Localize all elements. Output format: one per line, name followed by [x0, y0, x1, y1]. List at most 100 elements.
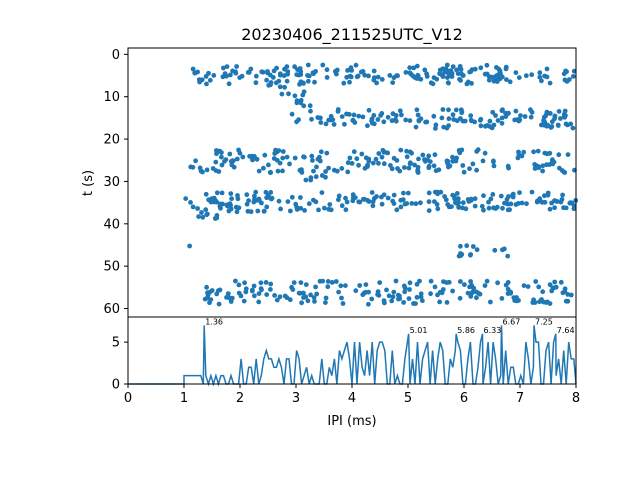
scatter-point: [300, 80, 306, 86]
scatter-point: [299, 300, 304, 306]
scatter-point: [528, 114, 534, 120]
scatter-point: [276, 78, 282, 84]
scatter-point: [276, 198, 282, 204]
scatter-point: [536, 284, 542, 290]
scatter-point: [193, 158, 199, 164]
scatter-point: [345, 68, 350, 73]
scatter-point: [196, 214, 202, 220]
scatter-point: [285, 199, 291, 205]
scatter-point: [323, 121, 329, 127]
scatter-point: [446, 107, 451, 113]
scatter-point: [360, 292, 366, 298]
scatter-point: [318, 149, 324, 155]
scatter-point: [211, 73, 217, 78]
scatter-point: [277, 160, 283, 166]
scatter-point: [390, 294, 396, 300]
scatter-point: [474, 247, 480, 253]
scatter-point: [544, 66, 550, 72]
scatter-point: [550, 161, 556, 167]
scatter-point: [217, 148, 223, 154]
scatter-point: [240, 154, 246, 160]
scatter-point: [356, 162, 361, 168]
scatter-point: [325, 284, 331, 290]
scatter-point: [347, 79, 352, 85]
scatter-point: [375, 117, 381, 122]
scatter-point: [545, 299, 550, 305]
scatter-point: [428, 278, 434, 284]
peak-label: 6.33: [484, 326, 502, 335]
scatter-point: [344, 111, 349, 117]
scatter-point: [356, 113, 362, 119]
scatter-point: [314, 291, 320, 297]
scatter-point: [493, 206, 499, 211]
scatter-point: [327, 202, 333, 207]
scatter-point: [214, 190, 220, 196]
scatter-point: [487, 118, 493, 124]
scatter-point: [450, 154, 455, 160]
scatter-point: [458, 279, 463, 284]
scatter-point: [292, 155, 298, 161]
scatter-point: [311, 295, 317, 300]
scatter-point: [465, 290, 471, 296]
y-tick-label: 50: [103, 260, 120, 275]
scatter-point: [568, 200, 573, 206]
scatter-point: [539, 78, 544, 84]
scatter-point: [206, 70, 211, 76]
scatter-point: [380, 147, 386, 153]
scatter-point: [320, 62, 326, 68]
scatter-point: [238, 293, 244, 299]
scatter-point: [242, 280, 248, 286]
scatter-point: [547, 111, 553, 116]
scatter-point: [468, 279, 473, 284]
scatter-point: [504, 201, 510, 207]
scatter-point: [208, 199, 214, 205]
scatter-point: [545, 192, 551, 198]
scatter-point: [549, 124, 555, 129]
scatter-point: [288, 208, 293, 214]
scatter-point: [237, 75, 243, 80]
scatter-point: [277, 71, 283, 77]
scatter-point: [263, 280, 269, 285]
scatter-point: [390, 111, 396, 117]
scatter-point: [287, 161, 292, 167]
scatter-point: [336, 289, 341, 295]
scatter-point: [498, 193, 504, 199]
scatter-point: [235, 196, 241, 202]
scatter-point: [464, 243, 470, 249]
scatter-point: [366, 107, 372, 113]
scatter-point: [370, 160, 376, 166]
scatter-point: [478, 65, 484, 71]
scatter-point: [453, 200, 459, 206]
scatter-point: [418, 200, 423, 206]
scatter-point: [333, 279, 339, 284]
scatter-point: [508, 201, 514, 207]
scatter-point: [348, 65, 354, 71]
scatter-point: [309, 153, 315, 159]
scatter-point: [280, 149, 286, 154]
scatter-point: [395, 292, 401, 298]
scatter-point: [482, 71, 488, 77]
scatter-point: [412, 162, 417, 168]
y-tick-label: 60: [103, 302, 120, 317]
scatter-point: [537, 74, 543, 80]
scatter-point: [391, 192, 397, 198]
scatter-point: [465, 79, 471, 85]
scatter-point: [277, 84, 283, 90]
scatter-point: [535, 198, 540, 204]
scatter-point: [471, 285, 477, 291]
scatter-point: [517, 190, 522, 196]
scatter-point: [245, 208, 251, 214]
scatter-point: [439, 290, 445, 296]
scatter-point: [458, 78, 463, 83]
scatter-point: [366, 73, 371, 79]
scatter-point: [379, 201, 385, 207]
scatter-point: [308, 177, 314, 183]
scatter-point: [222, 71, 228, 76]
scatter-point: [468, 252, 473, 257]
scatter-point: [426, 190, 432, 196]
scatter-point: [565, 122, 570, 128]
scatter-point: [228, 159, 234, 164]
scatter-point: [531, 297, 536, 303]
scatter-point: [353, 288, 359, 294]
